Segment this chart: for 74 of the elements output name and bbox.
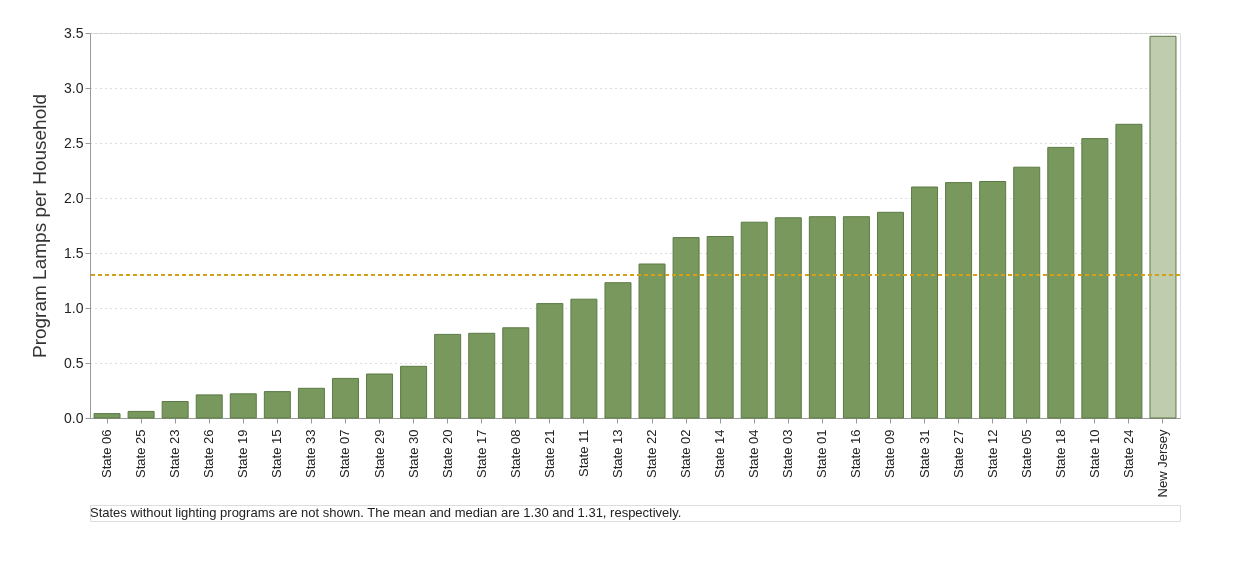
bar xyxy=(263,391,291,419)
x-tick-label: State 23 xyxy=(167,429,183,478)
x-tick-label: State 17 xyxy=(473,429,489,478)
x-tick-label: State 08 xyxy=(507,429,523,478)
bar xyxy=(1013,166,1041,419)
y-tick-label: 0.0 xyxy=(64,409,84,426)
x-tick-label: State 22 xyxy=(644,429,660,478)
bar xyxy=(842,216,870,419)
bar xyxy=(740,221,768,419)
x-tick-label: State 33 xyxy=(303,429,319,478)
y-tick-label: 1.5 xyxy=(64,244,84,261)
bar xyxy=(604,282,632,419)
y-tick-label: 1.0 xyxy=(64,299,84,316)
bar xyxy=(502,327,530,419)
y-axis-title: Program Lamps per Household xyxy=(29,93,51,359)
bar xyxy=(93,413,121,419)
bar xyxy=(1149,35,1177,419)
x-tick-label: State 06 xyxy=(99,429,115,478)
y-tick-label: 2.0 xyxy=(64,189,84,206)
bar xyxy=(876,211,904,419)
x-tick-label: State 15 xyxy=(269,429,285,478)
bar xyxy=(161,401,189,419)
bar xyxy=(1115,123,1143,419)
bar xyxy=(195,394,223,419)
x-tick-label: State 11 xyxy=(575,429,591,477)
x-tick-label: State 05 xyxy=(1018,429,1034,478)
x-tick-label: State 21 xyxy=(541,429,557,478)
bar xyxy=(127,410,155,419)
x-tick-label: State 02 xyxy=(678,429,694,478)
x-tick-label: State 30 xyxy=(405,429,421,478)
x-tick-label: State 01 xyxy=(814,429,830,478)
x-tick-label: State 07 xyxy=(337,429,353,478)
bar xyxy=(468,332,496,419)
x-tick-label: State 20 xyxy=(439,429,455,478)
y-tick-label: 3.0 xyxy=(64,79,84,96)
y-tick-label: 3.5 xyxy=(64,24,84,41)
x-tick-label: State 03 xyxy=(780,429,796,478)
x-tick-label: State 16 xyxy=(848,429,864,478)
x-tick-label: State 14 xyxy=(712,429,728,478)
text: States without lighting programs are not shown. The mean and median are 1.30 and 1.31, respectively. xyxy=(90,505,682,520)
x-tick-label: State 19 xyxy=(235,429,251,478)
y-tick-label: 2.5 xyxy=(64,134,84,151)
bar xyxy=(638,263,666,419)
bar xyxy=(570,298,598,419)
x-tick-label: New Jersey xyxy=(1154,429,1170,498)
bar xyxy=(1081,138,1109,419)
bar xyxy=(400,365,428,419)
x-tick-label: State 25 xyxy=(133,429,149,478)
bar xyxy=(945,182,973,419)
x-tick-label: State 10 xyxy=(1086,429,1102,478)
bar xyxy=(366,373,394,419)
bar xyxy=(911,186,939,419)
y-tick-label: 0.5 xyxy=(64,354,84,371)
x-tick-label: State 04 xyxy=(746,429,762,478)
x-tick-label: State 27 xyxy=(950,429,966,478)
bar xyxy=(1047,146,1075,419)
x-tick-label: State 24 xyxy=(1120,429,1136,478)
bar xyxy=(672,237,700,419)
x-tick-label: State 29 xyxy=(371,429,387,478)
x-tick-label: State 12 xyxy=(984,429,1000,478)
bar xyxy=(297,387,325,419)
bar xyxy=(774,217,802,419)
x-tick-label: State 26 xyxy=(201,429,217,478)
x-tick-label: State 31 xyxy=(916,429,932,478)
x-tick-label: State 18 xyxy=(1052,429,1068,478)
bar xyxy=(808,216,836,419)
x-tick-label: State 09 xyxy=(882,429,898,478)
bar xyxy=(229,393,257,419)
x-tick-label: State 13 xyxy=(609,429,625,478)
bar xyxy=(706,236,734,419)
bar xyxy=(331,377,359,419)
bar xyxy=(434,333,462,419)
bar xyxy=(536,303,564,419)
bar xyxy=(979,181,1007,419)
